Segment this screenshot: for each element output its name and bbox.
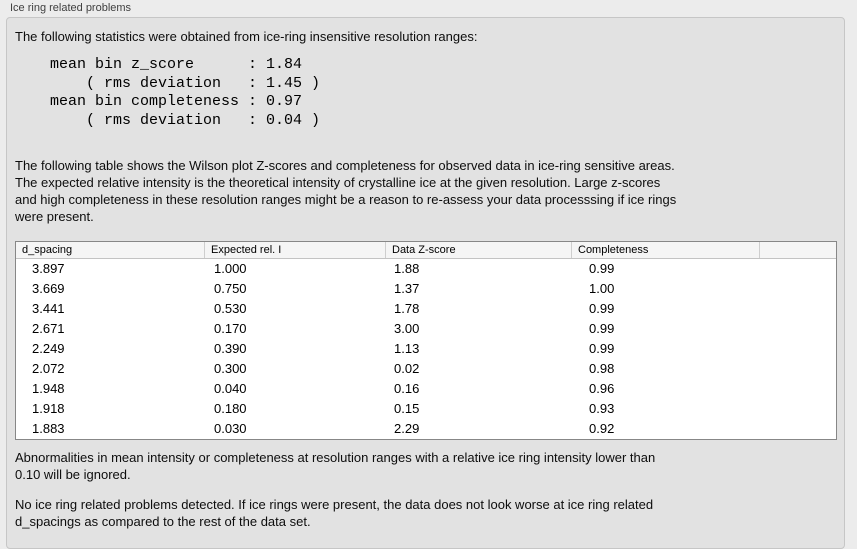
cell-completeness: 0.99 <box>589 341 615 356</box>
cell-data-z-score: 1.78 <box>394 301 420 316</box>
table-row[interactable]: 2.671 0.170 3.00 0.99 <box>16 319 836 339</box>
cell-expected-rel-i: 0.390 <box>214 341 247 356</box>
table-row[interactable]: 3.669 0.750 1.37 1.00 <box>16 279 836 299</box>
cell-completeness: 0.93 <box>589 401 615 416</box>
cell-data-z-score: 1.13 <box>394 341 420 356</box>
cell-d-spacing: 1.948 <box>32 381 65 396</box>
table-header-row: d_spacing Expected rel. I Data Z-score C… <box>16 242 836 259</box>
cell-completeness: 0.96 <box>589 381 615 396</box>
cell-expected-rel-i: 0.750 <box>214 281 247 296</box>
cell-completeness: 0.92 <box>589 421 615 436</box>
cell-d-spacing: 3.441 <box>32 301 65 316</box>
cell-completeness: 0.99 <box>589 321 615 336</box>
table-row[interactable]: 2.072 0.300 0.02 0.98 <box>16 359 836 379</box>
ignore-note-text: Abnormalities in mean intensity or compl… <box>15 450 656 482</box>
table-row[interactable]: 3.441 0.530 1.78 0.99 <box>16 299 836 319</box>
cell-expected-rel-i: 0.030 <box>214 421 247 436</box>
cell-expected-rel-i: 1.000 <box>214 261 247 276</box>
cell-d-spacing: 3.897 <box>32 261 65 276</box>
column-header-data-z-score[interactable]: Data Z-score <box>385 242 571 258</box>
table-row[interactable]: 3.897 1.000 1.88 0.99 <box>16 259 836 279</box>
cell-d-spacing: 2.249 <box>32 341 65 356</box>
cell-data-z-score: 0.16 <box>394 381 420 396</box>
cell-d-spacing: 1.883 <box>32 421 65 436</box>
cell-d-spacing: 2.671 <box>32 321 65 336</box>
description-text: The following table shows the Wilson plo… <box>15 158 677 224</box>
column-header-empty <box>759 242 836 258</box>
cell-expected-rel-i: 0.180 <box>214 401 247 416</box>
ice-ring-table: d_spacing Expected rel. I Data Z-score C… <box>15 241 837 440</box>
table-row[interactable]: 2.249 0.390 1.13 0.99 <box>16 339 836 359</box>
cell-expected-rel-i: 0.040 <box>214 381 247 396</box>
cell-data-z-score: 1.37 <box>394 281 420 296</box>
cell-expected-rel-i: 0.170 <box>214 321 247 336</box>
cell-d-spacing: 3.669 <box>32 281 65 296</box>
intro-text: The following statistics were obtained f… <box>15 29 478 44</box>
cell-data-z-score: 2.29 <box>394 421 420 436</box>
column-header-completeness[interactable]: Completeness <box>571 242 759 258</box>
cell-data-z-score: 0.02 <box>394 361 420 376</box>
table-row[interactable]: 1.883 0.030 2.29 0.92 <box>16 419 836 439</box>
column-header-d-spacing[interactable]: d_spacing <box>22 244 73 256</box>
cell-completeness: 1.00 <box>589 281 615 296</box>
cell-data-z-score: 0.15 <box>394 401 420 416</box>
table-row[interactable]: 1.918 0.180 0.15 0.93 <box>16 399 836 419</box>
cell-expected-rel-i: 0.530 <box>214 301 247 316</box>
panel-title: Ice ring related problems <box>10 2 132 14</box>
conclusion-text: No ice ring related problems detected. I… <box>15 497 654 529</box>
cell-completeness: 0.98 <box>589 361 615 376</box>
cell-completeness: 0.99 <box>589 301 615 316</box>
cell-d-spacing: 1.918 <box>32 401 65 416</box>
cell-completeness: 0.99 <box>589 261 615 276</box>
table-row[interactable]: 1.948 0.040 0.16 0.96 <box>16 379 836 399</box>
cell-data-z-score: 1.88 <box>394 261 420 276</box>
ice-ring-panel: The following statistics were obtained f… <box>6 17 845 549</box>
stats-block: mean bin z_score : 1.84 ( rms deviation … <box>50 56 321 129</box>
cell-data-z-score: 3.00 <box>394 321 420 336</box>
cell-expected-rel-i: 0.300 <box>214 361 247 376</box>
cell-d-spacing: 2.072 <box>32 361 65 376</box>
column-header-expected-rel-i[interactable]: Expected rel. I <box>204 242 385 258</box>
